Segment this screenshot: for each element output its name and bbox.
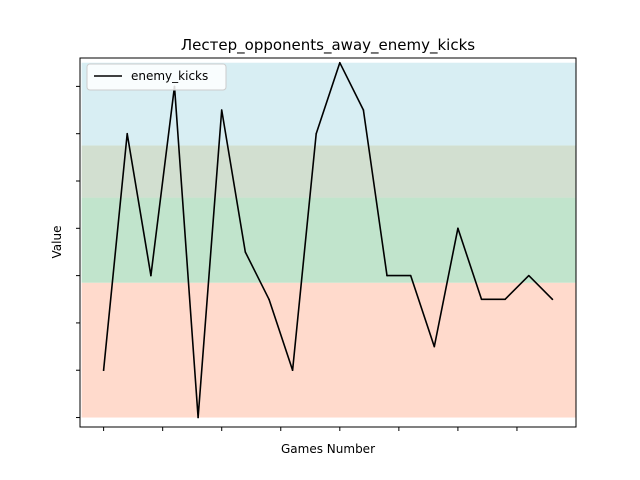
series-lines xyxy=(102,61,554,419)
data-point-0-16 xyxy=(480,298,483,301)
data-point-0-18 xyxy=(527,274,530,277)
data-point-0-0 xyxy=(102,369,105,372)
plot-frame xyxy=(79,57,577,428)
data-point-0-14 xyxy=(433,345,436,348)
data-point-0-12 xyxy=(386,274,388,277)
data-point-0-10 xyxy=(339,61,341,64)
data-point-0-15 xyxy=(457,227,459,230)
data-point-0-11 xyxy=(362,109,365,111)
data-point-0-8 xyxy=(291,369,294,372)
band-1 xyxy=(81,197,576,283)
data-point-0-6 xyxy=(244,251,247,253)
x-axis-ticks xyxy=(103,427,518,431)
data-point-0-2 xyxy=(150,274,152,277)
series-line-enemy_kicks xyxy=(102,61,554,419)
y-axis-ticks xyxy=(76,85,80,419)
data-point-0-4 xyxy=(197,416,199,419)
chart-title: Лестер_opponents_away_enemy_kicks xyxy=(181,36,475,55)
data-point-0-17 xyxy=(504,298,506,301)
data-point-0-9 xyxy=(315,132,317,135)
legend: enemy_kicks xyxy=(86,63,227,91)
band-2 xyxy=(81,145,576,198)
x-axis-label: Games Number xyxy=(281,442,375,456)
band-0 xyxy=(81,282,576,418)
legend-box xyxy=(86,63,227,91)
data-point-0-1 xyxy=(126,132,129,135)
y-axis-label: Value xyxy=(50,226,64,259)
data-point-0-7 xyxy=(268,298,270,301)
data-point-0-13 xyxy=(409,274,412,277)
legend-label: enemy_kicks xyxy=(131,69,208,83)
background-bands xyxy=(81,62,576,418)
data-point-0-19 xyxy=(551,298,554,301)
data-point-0-5 xyxy=(220,109,223,111)
